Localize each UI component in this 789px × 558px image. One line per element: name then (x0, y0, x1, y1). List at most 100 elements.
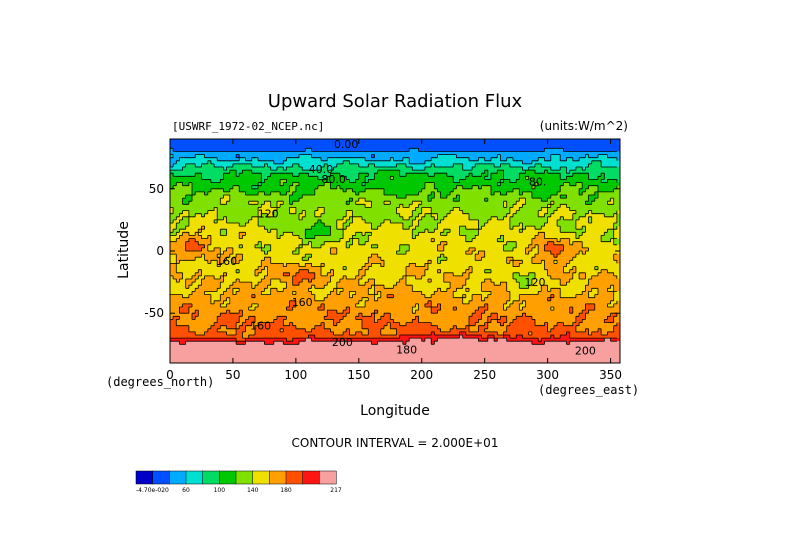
heatmap-cell (484, 213, 489, 218)
heatmap-cell (456, 160, 461, 165)
heatmap-cell (484, 173, 489, 177)
heatmap-cell (601, 160, 605, 165)
heatmap-cell (424, 185, 429, 190)
heatmap-cell (371, 188, 376, 193)
heatmap-cell (553, 188, 558, 193)
heatmap-cell (305, 157, 310, 162)
heatmap-cell (207, 198, 212, 202)
heatmap-cell (431, 210, 435, 215)
heatmap-cell (538, 142, 542, 146)
heatmap-cell (239, 198, 243, 202)
heatmap-cell (494, 148, 498, 153)
heatmap-cell (531, 176, 536, 181)
heatmap-cell (254, 188, 259, 193)
heatmap-cell (311, 160, 316, 165)
heatmap-cell (295, 151, 300, 156)
heatmap-cell (280, 142, 284, 146)
heatmap-cell (519, 185, 524, 190)
heatmap-cell (434, 139, 439, 143)
heatmap-cell (276, 210, 281, 215)
heatmap-cell (232, 157, 237, 162)
heatmap-cell (490, 173, 495, 177)
heatmap-cell (459, 210, 464, 215)
heatmap-cell (239, 204, 243, 209)
heatmap-cell (475, 188, 479, 193)
heatmap-cell (575, 173, 580, 177)
heatmap-cell (229, 204, 234, 209)
heatmap-cell (361, 163, 366, 168)
heatmap-cell (361, 170, 366, 174)
heatmap-cell (258, 204, 262, 209)
heatmap-cell (383, 157, 388, 162)
heatmap-cell (383, 213, 388, 218)
heatmap-cell (289, 142, 294, 146)
heatmap-cell (248, 139, 253, 143)
heatmap-cell (182, 157, 187, 162)
heatmap-cell (500, 182, 505, 187)
heatmap-cell (248, 219, 253, 224)
heatmap-cell (506, 191, 511, 196)
heatmap-cell (321, 176, 325, 181)
heatmap-cell (299, 188, 303, 193)
heatmap-cell (210, 154, 215, 159)
heatmap-cell (192, 195, 196, 199)
heatmap-cell (409, 188, 413, 193)
heatmap-cell (399, 145, 404, 149)
heatmap-cell (229, 151, 234, 156)
heatmap-cell (535, 191, 539, 196)
heatmap-cell (588, 210, 593, 215)
heatmap-cell (236, 151, 240, 156)
heatmap-cell (535, 198, 539, 202)
heatmap-cell (531, 207, 536, 212)
heatmap-cell (412, 204, 417, 209)
heatmap-cell (204, 142, 209, 146)
heatmap-cell (286, 188, 291, 193)
heatmap-cell (575, 185, 580, 190)
heatmap-cell (566, 198, 571, 202)
heatmap-cell (409, 201, 413, 205)
heatmap-cell (361, 139, 366, 143)
heatmap-cell (377, 139, 382, 143)
heatmap-cell (292, 173, 297, 177)
heatmap-cell (528, 151, 533, 156)
heatmap-cell (280, 163, 284, 168)
heatmap-cell (289, 210, 294, 215)
heatmap-cell (390, 167, 395, 171)
heatmap-cell (528, 213, 533, 218)
heatmap-cell (597, 204, 602, 209)
heatmap-cell (597, 139, 602, 143)
heatmap-cell (550, 160, 555, 165)
heatmap-cell (355, 170, 360, 174)
heatmap-cell (563, 216, 568, 221)
heatmap-cell (569, 145, 574, 149)
heatmap-cell (437, 154, 442, 159)
heatmap-cell (406, 213, 410, 218)
heatmap-cell (258, 219, 262, 224)
heatmap-cell (251, 160, 256, 165)
heatmap-cell (330, 151, 335, 156)
heatmap-cell (195, 210, 199, 215)
heatmap-cell (468, 185, 473, 190)
heatmap-cell (541, 176, 546, 181)
heatmap-cell (185, 179, 190, 184)
heatmap-cell (490, 167, 495, 171)
heatmap-cell (412, 182, 417, 187)
heatmap-cell (572, 142, 577, 146)
heatmap-cell (251, 173, 256, 177)
heatmap-cell (428, 216, 432, 221)
heatmap-cell (232, 145, 237, 149)
heatmap-cell (258, 207, 262, 212)
heatmap-cell (267, 213, 272, 218)
heatmap-cell (289, 173, 294, 177)
heatmap-cell (481, 216, 486, 221)
heatmap-cell (393, 191, 398, 196)
heatmap-cell (528, 145, 533, 149)
heatmap-cell (390, 210, 395, 215)
heatmap-cell (217, 182, 221, 187)
heatmap-cell (503, 182, 508, 187)
heatmap-cell (302, 167, 306, 171)
heatmap-cell (267, 179, 272, 184)
heatmap-cell (339, 145, 344, 149)
heatmap-cell (459, 160, 464, 165)
heatmap-cell (519, 173, 524, 177)
